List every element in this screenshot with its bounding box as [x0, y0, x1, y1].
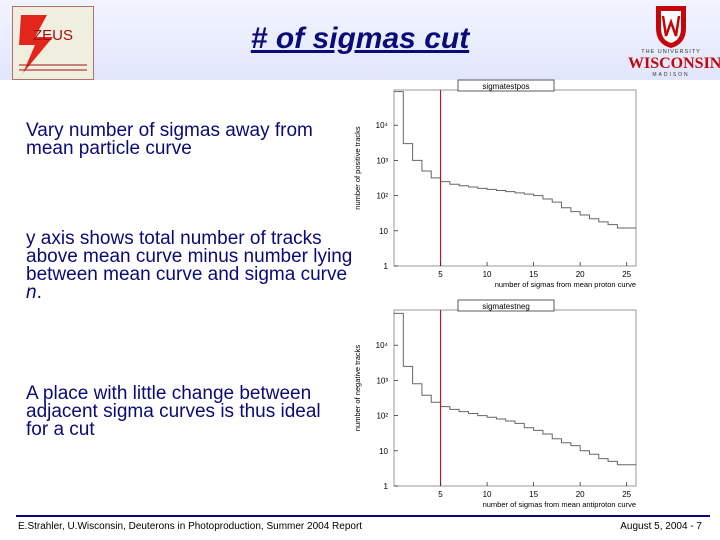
plot-frame	[393, 89, 637, 267]
paragraph-y-axis: y axis shows total number of tracks abov…	[26, 228, 356, 303]
x-tick-label: 20	[576, 490, 585, 499]
uw-crest-icon	[656, 6, 686, 48]
uw-logo-line1: THE UNIVERSITY	[641, 49, 701, 55]
zeus-logo: ZEUS	[12, 6, 94, 80]
footer-rule	[16, 515, 710, 517]
y-tick-label: 10²	[376, 192, 388, 201]
paragraph-ideal-cut: A place with little change between adjac…	[26, 383, 321, 440]
zeus-logo-text: ZEUS	[33, 27, 74, 44]
plot-title-box	[457, 299, 555, 312]
x-tick-label: 15	[529, 490, 538, 499]
uw-logo-line2: WISCONSIN	[628, 55, 720, 72]
chart-negative-tracks: sigmatestneg 5 10 15 20 25 1 10 10² 10³ 10⁴ number …	[353, 299, 637, 509]
paragraph-vary-sigmas: Vary number of sigmas away from mean par…	[26, 120, 313, 159]
y-tick-label: 10⁴	[376, 341, 389, 350]
y-tick-label: 1	[384, 262, 389, 271]
y-tick-label: 1	[384, 482, 389, 491]
x-tick-label: 10	[483, 490, 492, 499]
x-axis-label: number of sigmas from mean proton curve	[495, 280, 636, 289]
y-tick-label: 10	[379, 447, 388, 456]
plot-positive: sigmatestpos 5 10 15 20 25 1 10 10² 10³ 10⁴ number …	[346, 78, 650, 294]
x-tick-label: 5	[438, 270, 443, 279]
histogram-line	[394, 312, 636, 466]
paragraph-y-axis-text: y axis shows total number of tracks abov…	[26, 228, 353, 285]
histogram-line	[394, 91, 636, 229]
footer-credit: E.Strahler, U.Wisconsin, Deuterons in Ph…	[18, 521, 363, 532]
plot-negative: sigmatestneg 5 10 15 20 25 1 10 10² 10³ 10⁴ number …	[346, 298, 650, 514]
y-tick-label: 10³	[376, 156, 388, 165]
y-tick-label: 10²	[376, 412, 388, 421]
x-tick-label: 10	[483, 270, 492, 279]
uw-logo-line3: MADISON	[652, 72, 690, 78]
lightning-icon	[19, 15, 87, 73]
y-tick-label: 10	[379, 227, 388, 236]
y-tick-label: 10³	[376, 376, 388, 385]
paragraph-y-axis-n: n	[26, 282, 37, 303]
plot-title-box	[457, 79, 555, 92]
uw-logo: THE UNIVERSITY WISCONSIN MADISON	[628, 2, 720, 78]
x-tick-label: 25	[622, 270, 631, 279]
chart-positive-tracks: sigmatestpos 5 10 15 20 25 1 10 10² 10³ 10⁴ number …	[353, 79, 637, 289]
plot-title: sigmatestpos	[482, 82, 529, 91]
y-axis-label: number of positive tracks	[353, 126, 362, 210]
x-tick-label: 15	[529, 270, 538, 279]
x-tick-label: 20	[576, 270, 585, 279]
y-tick-label: 10⁴	[376, 121, 389, 130]
x-axis-label: number of sigmas from mean antiproton cu…	[483, 500, 636, 509]
page-title: # of sigmas cut	[250, 22, 470, 55]
x-tick-label: 25	[622, 490, 631, 499]
paragraph-y-axis-end: .	[36, 282, 42, 303]
header-band	[0, 0, 720, 80]
x-tick-label: 5	[438, 490, 443, 499]
y-axis-label: number of negative tracks	[353, 345, 362, 432]
footer-date-page: August 5, 2004 - 7	[620, 521, 702, 532]
plot-frame	[393, 309, 637, 487]
plot-title: sigmatestneg	[482, 302, 530, 311]
